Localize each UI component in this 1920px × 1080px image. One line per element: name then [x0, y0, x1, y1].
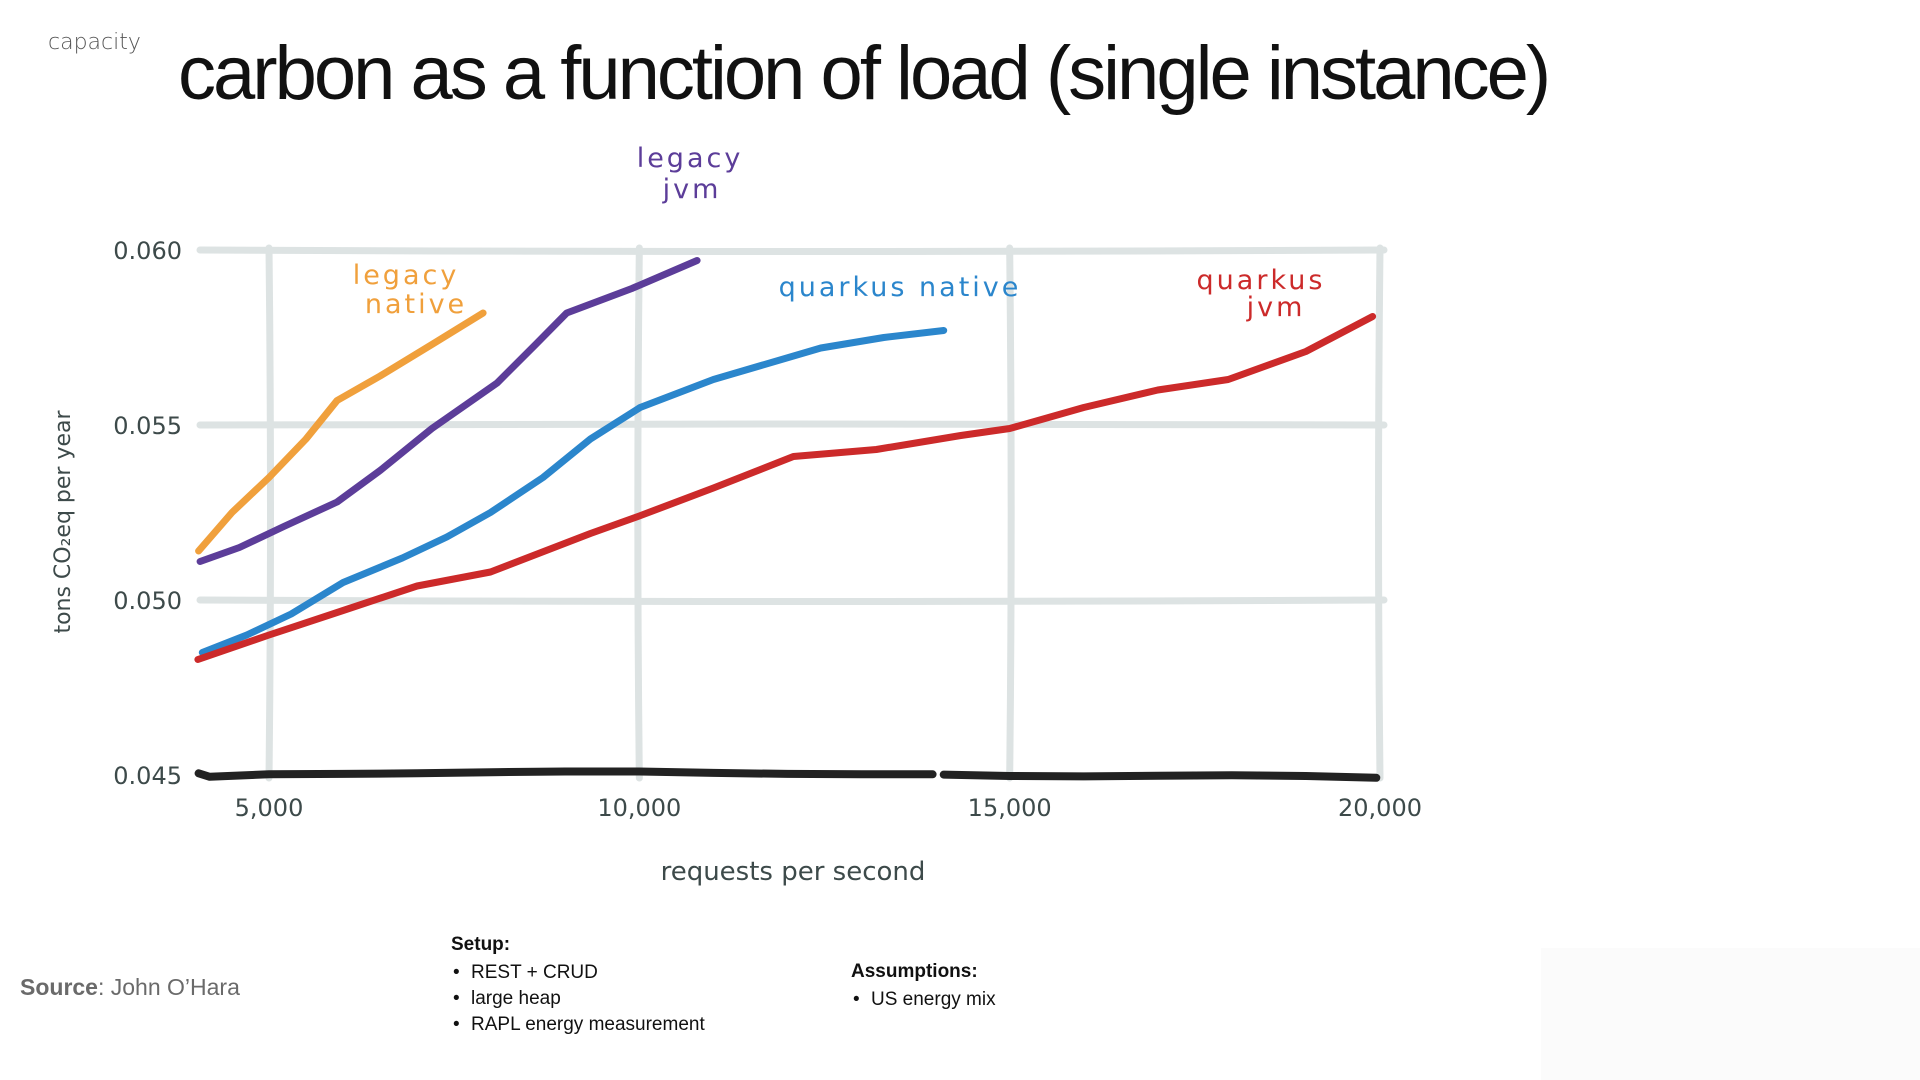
series-label: jvm	[1246, 292, 1306, 323]
x-axis-label: requests per second	[661, 857, 926, 887]
source-value: : John O’Hara	[97, 974, 240, 1000]
x-tick-label: 20,000	[1338, 794, 1422, 822]
axis-ticks: 0.045 0.050 0.055 0.060 5,000 10,000 15,000 20,…	[113, 237, 1422, 822]
chart: 0.045 0.050 0.055 0.060 5,000 10,000 15,000 20,…	[51, 143, 1422, 887]
series-label: jvm	[662, 174, 722, 205]
series-line-baseline	[194, 767, 937, 781]
y-tick-label: 0.060	[113, 237, 182, 265]
setup-item: large heap	[451, 986, 705, 1012]
setup-heading: Setup:	[451, 934, 511, 955]
gridline-horizontal	[196, 246, 1388, 255]
setup-item: RAPL energy measurement	[451, 1012, 705, 1038]
source-label: Source	[20, 974, 98, 1000]
y-tick-label: 0.050	[113, 587, 182, 615]
assumptions-notes: Assumptions: US energy mix	[851, 961, 996, 1013]
setup-item: REST + CRUD	[451, 960, 705, 986]
y-axis-label: tons CO₂eq per year	[51, 409, 76, 633]
setup-notes: Setup: REST + CRUD large heap RAPL energ…	[451, 934, 705, 1038]
gridline-vertical	[1375, 244, 1384, 782]
x-tick-label: 15,000	[968, 794, 1052, 822]
assumptions-heading: Assumptions:	[851, 961, 978, 982]
y-tick-label: 0.055	[113, 412, 182, 440]
y-tick-label: 0.045	[113, 762, 182, 790]
corner-panel	[1541, 948, 1920, 1080]
gridline-horizontal	[196, 420, 1388, 429]
series-label: legacy	[353, 260, 460, 291]
assumptions-item: US energy mix	[851, 987, 996, 1013]
gridline-vertical	[265, 244, 274, 782]
assumptions-list: US energy mix	[851, 987, 996, 1013]
series-line-quarkus-native	[198, 327, 948, 656]
series-lines	[194, 257, 1381, 782]
section-label: capacity	[48, 30, 141, 55]
series-label: legacy	[637, 143, 744, 174]
slide-title: carbon as a function of load (single ins…	[178, 31, 1551, 116]
series-line-legacy-native	[195, 309, 487, 555]
gridline-vertical	[1006, 244, 1015, 782]
series-label: native	[365, 289, 467, 320]
series-line-baseline	[939, 770, 1381, 782]
setup-list: REST + CRUD large heap RAPL energy measu…	[451, 960, 705, 1038]
source-credit: Source: John O’Hara	[20, 974, 240, 1001]
grid	[196, 244, 1388, 782]
x-tick-label: 10,000	[597, 794, 681, 822]
series-label: quarkus native	[779, 272, 1022, 303]
series-label: quarkus	[1197, 265, 1326, 296]
x-tick-label: 5,000	[235, 794, 304, 822]
series-line-quarkus-jvm	[194, 313, 1377, 663]
